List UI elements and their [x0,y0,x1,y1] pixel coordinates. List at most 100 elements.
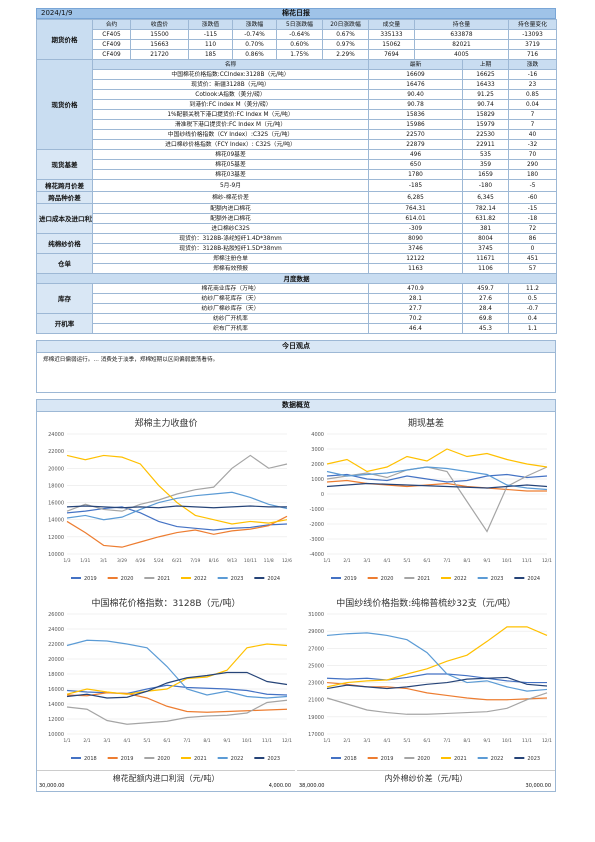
series-line-2023 [326,676,548,690]
cell: 0.86% [232,49,277,60]
basis-section-label: 现货基差 [36,149,93,180]
cell: -16 [508,69,557,80]
cell: 棉花商业库存（万吨） [92,283,369,294]
cell: -0.7 [508,303,557,314]
chart-title: 期现基差 [408,417,444,429]
cell: 15979 [462,119,509,130]
cell: 5月-9月 [92,179,369,192]
col-header: 涨跌 [508,59,557,70]
chart-cc-index: 中国棉花价格指数：3128B（元/吨） 10000 12000 14000 16000 1… [37,592,295,770]
cell: 8004 [462,233,509,244]
y-tick-label: -4000 [309,552,324,558]
x-tick-label: 1/1 [323,558,330,564]
legend-label: 2022 [491,756,504,762]
cell: -185 [368,179,463,192]
legend-label: 2019 [84,576,97,582]
cell: 1780 [368,169,463,180]
bottom-left-y1: 30,000.00 [39,783,65,789]
cell: 70.2 [368,313,463,324]
x-tick-label: 10/11 [244,558,257,564]
col-header: 20日涨跌幅 [322,19,369,30]
cell: 进口棉纱价格指数（FCY Index）: C32S（元/吨） [92,139,369,150]
cell: 到港价:FC index M（美分/磅） [92,99,369,110]
yarn-row: 纯棉纱价格 现货价：3128B-涤纶短纤1.4D*38mm 8090 8004 86 [36,233,557,254]
spot-row: 滑准税下港口提货价:FC Index M（元/吨） 15986 15979 7 [37,119,557,130]
cell: -0.64% [276,29,323,40]
cell: 纺纱厂棉花库存（天） [92,293,369,304]
futures-row: CF409 15663 110 0.70% 0.60% 0.97% 15062 82021 37… [37,39,557,50]
x-tick-label: 1/31 [80,558,90,564]
legend-label: 2020 [157,756,170,762]
series-line-2024 [66,505,287,509]
series-line-2024 [326,482,548,489]
cell: 7 [508,109,557,120]
bottom-left-chart-stub: 棉花配额内进口利润（元/吨） 30,000.00 4,000.00 [37,770,295,791]
cell: 6,285 [368,191,463,204]
monthly-row: 库存 棉花商业库存（万吨） 470.9 459.7 11.2 [36,283,557,314]
cell: 15663 [130,39,189,50]
cell: 现货价：3128B-涤纶短纤1.4D*38mm [92,233,369,244]
x-tick-label: 12/6 [282,558,292,564]
y-tick-label: 24000 [48,627,64,633]
y-tick-label: -2000 [309,522,324,528]
series-line-2020 [66,699,288,725]
futures-row: CF409 21720 185 0.86% 1.75% 2.29% 7694 4005 716 [37,49,557,60]
chart-yarn-index: 中国纱线价格指数:纯棉普梳纱32支（元/吨） 17000 19000 21000 230… [297,592,555,770]
x-tick-label: 4/1 [383,738,390,744]
cell: 15836 [368,109,463,120]
legend-label: 2018 [344,756,357,762]
cell: 633878 [414,29,509,40]
data-table: 期货价格 合约 收盘价 涨跌值 涨跌幅 5日涨跌幅 20日涨跌幅 成交量 持仓量… [36,19,557,334]
chart-title: 郑棉主力收盘价 [134,417,197,429]
cell: 359 [462,159,509,170]
y-tick-label: 17000 [308,732,324,738]
x-tick-label: 8/1 [463,738,470,744]
x-tick-label: 10/1 [242,738,252,744]
y-tick-label: 10000 [48,552,64,558]
cell: 棉花03基差 [92,169,369,180]
warehouse-section-label: 仓单 [36,253,93,274]
x-tick-label: 5/24 [154,558,164,564]
cell: -309 [368,223,463,234]
spot-row: Cotlook:A指数（美分/磅） 90.40 91.25 0.85 [37,89,557,100]
legend-label: 2019 [381,756,394,762]
summary-title: 今日观点 [36,340,556,353]
cell: CF405 [92,29,131,40]
cell: 1%配额关税下港口提货价:FC Index M（元/吨） [92,109,369,120]
cell: 27.6 [462,293,509,304]
cell: 进口棉纱C32S [92,223,369,234]
cell: 0 [508,243,557,254]
yarn-section-label: 纯棉纱价格 [36,233,93,254]
series-line-2021 [66,454,288,512]
x-tick-label: 12/1 [282,738,292,744]
series-line-2021 [326,466,548,533]
cell: Cotlook:A指数（美分/磅） [92,89,369,100]
spot-row: 现货价：新疆3128B（元/吨） 16476 16433 23 [37,79,557,90]
cell: 0.5 [508,293,557,304]
cell: 16433 [462,79,509,90]
chart-title: 中国棉花价格指数：3128B（元/吨） [91,597,240,609]
col-header: 5日涨跌幅 [276,19,323,30]
y-tick-label: 16000 [48,501,64,507]
spot-row: 到港价:FC index M（美分/磅） 90.78 90.74 0.04 [37,99,557,110]
x-tick-label: 3/1 [100,558,107,564]
x-tick-label: 4/1 [383,558,390,564]
series-line-2023 [66,671,288,699]
col-header: 涨跌值 [188,19,233,30]
y-tick-label: 0 [321,492,324,498]
legend-label: 2021 [157,576,170,582]
cell: 57 [508,263,557,274]
cell: 12122 [368,253,463,264]
x-tick-label: 11/1 [522,558,532,564]
chart-svg: 中国纱线价格指数:纯棉普梳纱32支（元/吨） 17000 19000 21000 230… [308,597,552,762]
cell: 650 [368,159,463,170]
x-tick-label: 1/1 [63,738,70,744]
chart-futures-close: 郑棉主力收盘价 10000 12000 14000 16000 18000 20000 220… [37,412,295,590]
x-tick-label: 2/1 [343,558,350,564]
cell: 郑棉注册仓单 [92,253,369,264]
cell: 69.8 [462,313,509,324]
x-tick-label: 8/16 [209,558,219,564]
cell: 90.78 [368,99,463,110]
x-tick-label: 8/1 [203,738,210,744]
cell: -15 [508,203,557,214]
